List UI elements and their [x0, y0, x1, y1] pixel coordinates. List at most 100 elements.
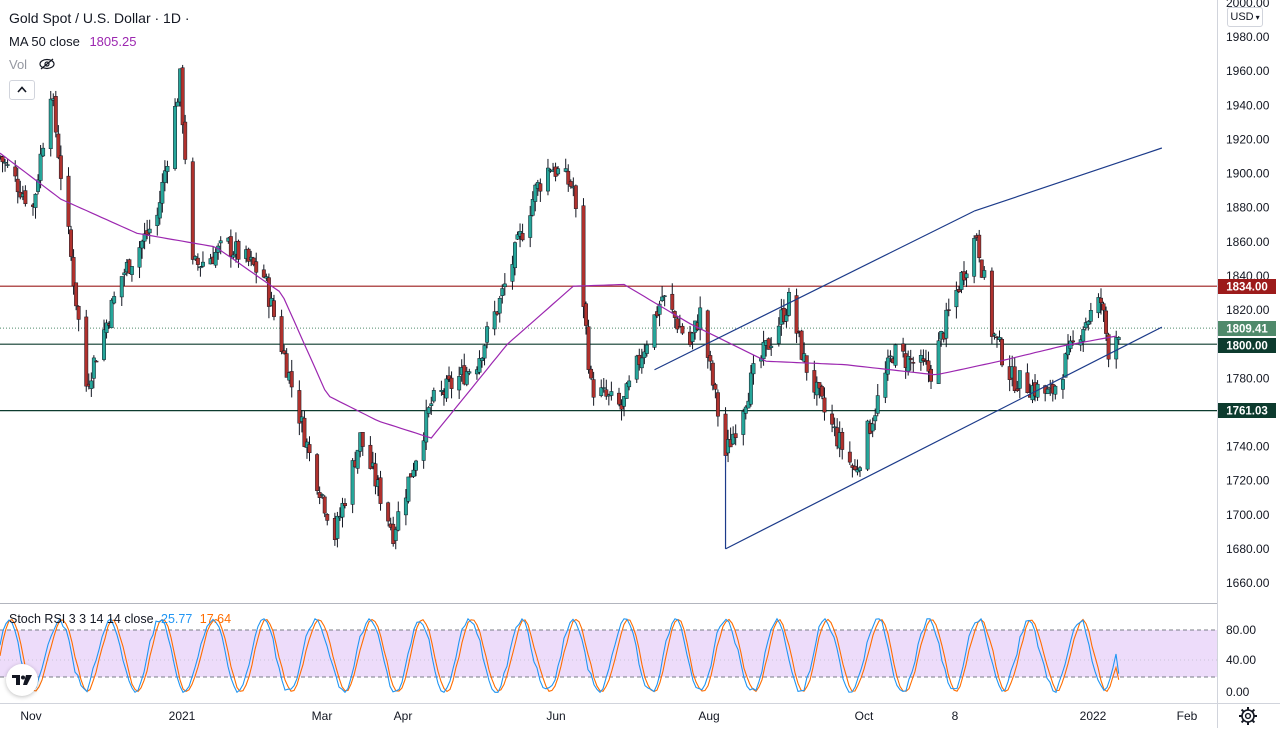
eye-hidden-icon[interactable] [39, 58, 55, 73]
candle-body [852, 465, 857, 471]
candle-body [368, 444, 373, 469]
candle-body [804, 355, 809, 373]
candle-body [660, 296, 665, 302]
candle-body [386, 502, 391, 522]
candle-body [893, 344, 898, 366]
candle-body [1088, 310, 1093, 322]
time-label-apr: Apr [394, 709, 413, 723]
candle-body [89, 380, 94, 389]
candle-body [906, 356, 911, 372]
price-tick-1780: 1780.00 [1226, 371, 1270, 385]
candle-body [847, 451, 852, 463]
price-label-resistance-text: 1834.00 [1226, 282, 1268, 294]
candle-body [589, 368, 594, 379]
gear-icon[interactable] [1238, 706, 1258, 726]
candle-body [183, 121, 188, 160]
candle-body [875, 395, 880, 414]
candle-body [642, 351, 647, 358]
candle-body [538, 183, 543, 192]
stoch-rsi-legend[interactable]: Stoch RSI 3 3 14 14 close 25.77 17.64 [9, 612, 231, 626]
price-tick-1940: 1940.00 [1226, 98, 1270, 112]
candle-body [619, 404, 624, 410]
candle-body [743, 406, 748, 414]
collapse-legend-button[interactable] [9, 80, 35, 100]
candle-body [888, 355, 893, 358]
candle-body [741, 411, 746, 435]
candle-body [350, 460, 355, 505]
candle-body [142, 233, 147, 242]
candle-body [936, 340, 941, 384]
time-label-mar: Mar [312, 709, 333, 723]
candle-body [147, 228, 152, 234]
candle-body [94, 360, 99, 363]
symbol-title[interactable]: Gold Spot / U.S. Dollar · 1D · [9, 10, 190, 26]
trend-channel-line [725, 326, 1163, 550]
candle-body [307, 444, 312, 454]
candle-body [254, 261, 259, 273]
candle-body [109, 299, 114, 329]
candle-body [584, 303, 588, 326]
candle-body [926, 360, 931, 372]
candle-body [3, 162, 8, 164]
candle-body [982, 270, 987, 278]
candle-body [977, 234, 982, 259]
candle-body [1017, 370, 1022, 389]
candle-body [901, 343, 906, 352]
candle-body [449, 377, 454, 389]
vol-legend[interactable]: Vol [9, 57, 55, 73]
candle-body [617, 392, 621, 405]
candle-body [992, 333, 997, 336]
candle-body [315, 454, 320, 491]
candle-body [175, 101, 180, 107]
candle-body [520, 233, 525, 241]
candle-body [954, 290, 959, 308]
candle-body [335, 515, 340, 539]
candle-body [989, 270, 994, 337]
price-label-support-2-text: 1761.03 [1226, 406, 1268, 418]
price-label-resistance: 1834.00 [1218, 279, 1276, 294]
candle-body [343, 503, 347, 506]
currency-selector[interactable]: USD ▾ [1227, 7, 1263, 27]
candle-body [733, 433, 738, 438]
candle-body [819, 386, 824, 397]
candle-body [439, 389, 444, 392]
candle-body [228, 236, 233, 257]
candle-body [956, 289, 961, 292]
candle-body [457, 376, 462, 391]
candle-body [817, 382, 822, 389]
candle-body [378, 477, 383, 504]
candle-body [710, 362, 715, 386]
stoch-rsi-d-line [0, 618, 1120, 693]
time-label-nov: Nov [20, 709, 41, 723]
candle-body [705, 310, 710, 358]
candle-body [165, 166, 170, 172]
time-label-2021: 2021 [169, 709, 196, 723]
candle-body [180, 67, 185, 126]
candle-body [38, 153, 43, 181]
price-tick-1740: 1740.00 [1226, 440, 1270, 454]
candle-body [112, 296, 117, 304]
candle-body [41, 147, 46, 157]
candle-body [289, 371, 294, 388]
candle-body [444, 378, 449, 399]
candle-body [979, 259, 984, 278]
candle-body [160, 182, 165, 204]
candle-body [502, 283, 507, 288]
time-label-feb: Feb [1177, 709, 1198, 723]
candle-body [1000, 339, 1005, 366]
candle-body [794, 295, 799, 334]
candle-body [573, 185, 578, 209]
tradingview-logo-icon[interactable] [6, 664, 38, 696]
candle-body [530, 199, 535, 216]
candle-body [414, 460, 418, 471]
candle-body [832, 426, 837, 429]
candle-body [751, 363, 756, 375]
candle-body [662, 295, 667, 297]
ma-legend[interactable]: MA 50 close 1805.25 [9, 34, 136, 49]
candle-body [373, 463, 378, 487]
candle-body [251, 257, 256, 265]
candle-body [1063, 353, 1068, 378]
vol-label: Vol [9, 57, 28, 72]
candle-body [284, 353, 289, 378]
